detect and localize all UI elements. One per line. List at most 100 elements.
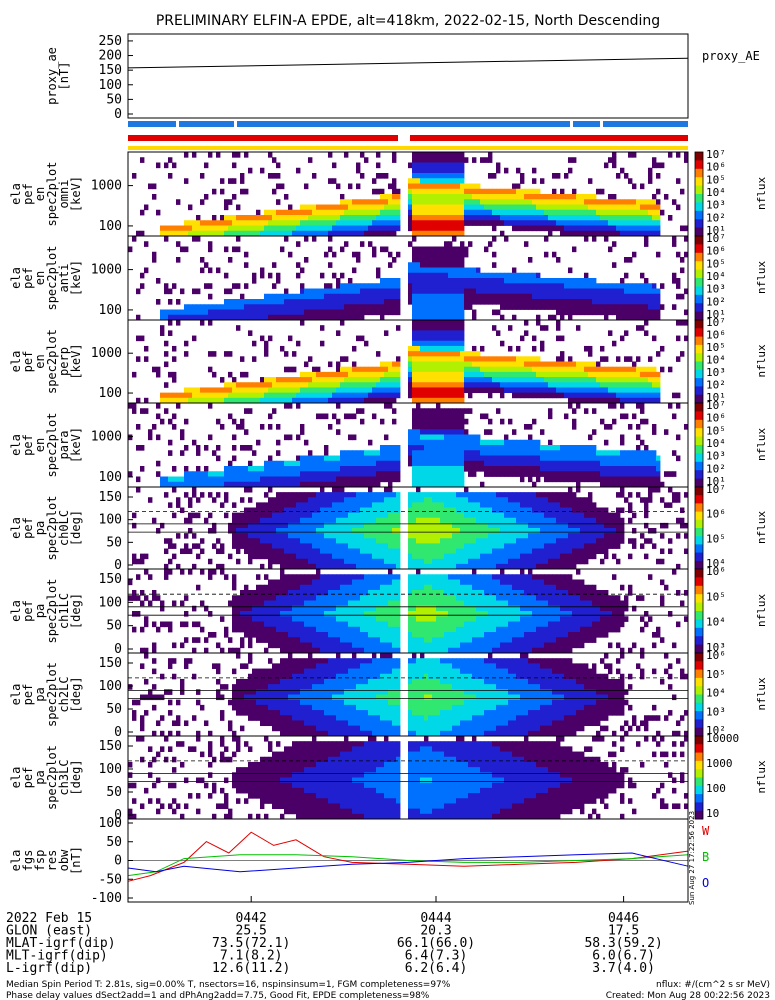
cell xyxy=(424,361,429,368)
cell xyxy=(636,471,641,477)
cell xyxy=(292,558,297,565)
cell xyxy=(412,215,417,221)
cell xyxy=(596,288,601,295)
cell xyxy=(632,413,637,420)
cell xyxy=(460,351,465,357)
cell xyxy=(496,387,501,394)
cell xyxy=(448,304,453,310)
cell xyxy=(612,371,617,378)
cell xyxy=(524,361,529,368)
cell xyxy=(164,236,169,242)
cell xyxy=(216,548,221,555)
cell xyxy=(564,293,569,300)
cell xyxy=(176,314,181,321)
cell xyxy=(264,543,269,549)
cell xyxy=(284,538,289,544)
colorbar-swatch xyxy=(695,353,703,357)
cell xyxy=(284,497,289,503)
cell xyxy=(608,209,613,216)
colorbar-swatch xyxy=(695,336,703,340)
cell xyxy=(480,278,485,284)
cell xyxy=(464,215,469,221)
cell xyxy=(208,387,213,394)
cell xyxy=(156,460,161,467)
cell xyxy=(380,377,385,383)
cell xyxy=(348,304,353,310)
cell xyxy=(420,194,425,200)
cell xyxy=(420,418,425,425)
cell xyxy=(532,199,537,205)
cell xyxy=(240,528,245,534)
cell xyxy=(332,397,337,404)
cell xyxy=(560,445,565,451)
cell xyxy=(580,288,585,295)
cell xyxy=(560,194,565,200)
cell xyxy=(444,278,449,284)
cell xyxy=(312,476,317,483)
cell xyxy=(456,157,461,163)
cell xyxy=(320,543,325,549)
cell xyxy=(340,320,345,326)
cell xyxy=(412,299,417,305)
cell xyxy=(192,533,197,539)
cell xyxy=(376,481,381,488)
cell xyxy=(408,283,413,289)
cell xyxy=(548,230,553,237)
cell xyxy=(344,450,349,456)
cell xyxy=(456,366,461,373)
cell xyxy=(644,460,649,467)
cell xyxy=(280,497,285,503)
colorbar-swatch xyxy=(695,367,703,371)
cell xyxy=(588,345,593,352)
cell xyxy=(392,288,397,295)
cell xyxy=(232,476,237,483)
cell xyxy=(280,507,285,514)
cell xyxy=(260,543,265,549)
cell xyxy=(632,309,637,316)
cell xyxy=(220,215,225,221)
cell xyxy=(232,299,237,305)
cell xyxy=(256,215,261,221)
cell xyxy=(512,199,517,205)
cell xyxy=(204,466,209,472)
cell xyxy=(360,309,365,316)
cell xyxy=(284,299,289,305)
cell xyxy=(208,152,213,158)
cell xyxy=(568,220,573,226)
cell xyxy=(552,366,557,373)
cell xyxy=(648,455,653,462)
cell xyxy=(440,471,445,477)
cell xyxy=(196,481,201,488)
cell xyxy=(168,392,173,399)
cell xyxy=(416,299,421,305)
cell xyxy=(568,288,573,295)
cell xyxy=(368,220,373,226)
cell xyxy=(324,492,329,498)
cell xyxy=(428,382,433,388)
cell xyxy=(384,278,389,284)
cell xyxy=(308,288,313,295)
cell xyxy=(268,413,273,420)
cell xyxy=(296,543,301,549)
cell xyxy=(568,283,573,289)
cell xyxy=(540,361,545,368)
cell xyxy=(440,157,445,163)
cell xyxy=(516,455,521,462)
cell xyxy=(244,230,249,237)
cell xyxy=(568,314,573,321)
cell xyxy=(264,512,269,519)
cell xyxy=(416,283,421,289)
cell xyxy=(648,299,653,305)
cell xyxy=(512,188,517,195)
cell xyxy=(420,278,425,284)
cell xyxy=(272,209,277,216)
cell xyxy=(380,548,385,555)
cell xyxy=(424,230,429,237)
cell xyxy=(128,434,133,441)
cell xyxy=(564,225,569,232)
cell xyxy=(336,377,341,383)
cell xyxy=(328,512,333,519)
cell xyxy=(516,371,521,378)
cell xyxy=(552,382,557,388)
